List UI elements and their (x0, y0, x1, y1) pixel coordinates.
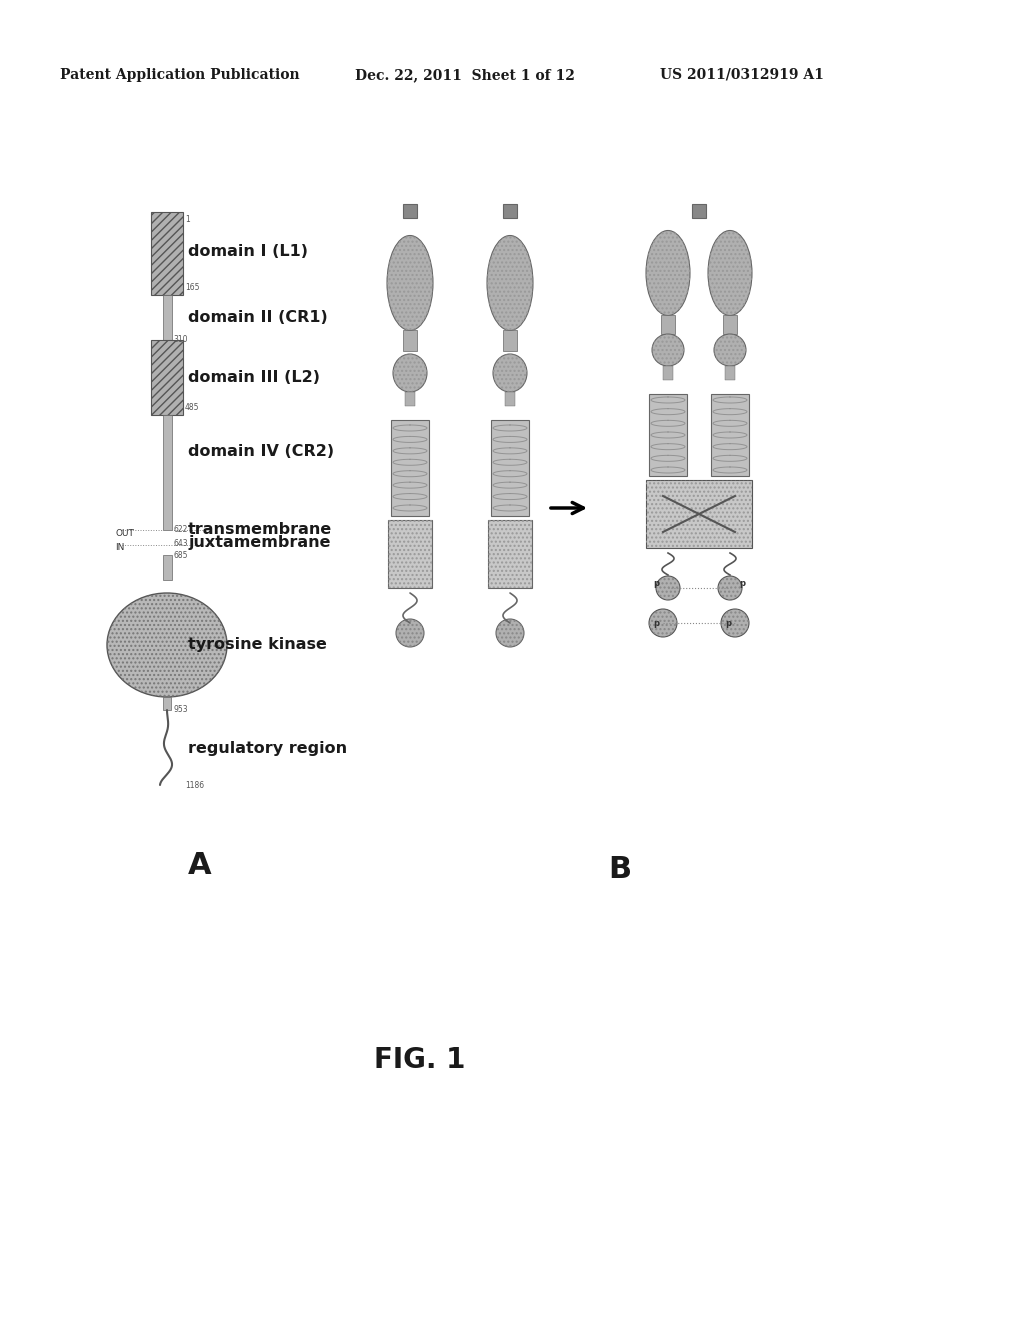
Bar (151, 341, 183, 414)
Text: 165: 165 (185, 282, 200, 292)
Text: transmembrane: transmembrane (188, 523, 332, 537)
Bar (163, 697, 171, 710)
Text: tyrosine kinase: tyrosine kinase (188, 638, 327, 652)
Text: 1: 1 (185, 215, 189, 224)
Text: 953: 953 (173, 705, 187, 714)
Circle shape (721, 609, 749, 638)
Text: p: p (653, 619, 659, 627)
Text: FIG. 1: FIG. 1 (375, 1045, 466, 1074)
Text: IN: IN (115, 544, 124, 553)
Text: domain II (CR1): domain II (CR1) (188, 310, 328, 326)
Bar (388, 520, 432, 587)
Ellipse shape (393, 354, 427, 392)
Bar (163, 294, 171, 341)
Circle shape (656, 576, 680, 601)
Bar (646, 480, 752, 548)
Bar (711, 393, 749, 477)
Text: Dec. 22, 2011  Sheet 1 of 12: Dec. 22, 2011 Sheet 1 of 12 (355, 69, 574, 82)
Bar (503, 205, 517, 218)
Text: p: p (653, 578, 659, 587)
Bar (662, 315, 675, 334)
Ellipse shape (387, 235, 433, 330)
Bar (692, 205, 706, 218)
Bar (163, 414, 171, 531)
Text: Patent Application Publication: Patent Application Publication (60, 69, 300, 82)
Text: 622: 622 (173, 525, 187, 535)
Text: regulatory region: regulatory region (188, 741, 347, 755)
Bar (723, 315, 737, 334)
Bar (403, 330, 417, 351)
Bar (151, 213, 183, 294)
Bar (505, 392, 515, 407)
Text: A: A (188, 850, 212, 879)
Bar (488, 520, 532, 587)
Bar (503, 330, 517, 351)
Text: 310: 310 (173, 335, 188, 345)
Text: OUT: OUT (115, 528, 134, 537)
Bar (406, 392, 415, 407)
Text: domain IV (CR2): domain IV (CR2) (188, 445, 334, 459)
Ellipse shape (106, 593, 227, 697)
Ellipse shape (493, 354, 527, 392)
Ellipse shape (646, 231, 690, 315)
Circle shape (649, 609, 677, 638)
Text: domain I (L1): domain I (L1) (188, 244, 308, 260)
Circle shape (396, 619, 424, 647)
Text: 643: 643 (173, 539, 188, 548)
Text: 685: 685 (173, 550, 188, 560)
Text: p: p (725, 619, 731, 627)
Circle shape (496, 619, 524, 647)
Circle shape (718, 576, 742, 601)
Bar (163, 554, 171, 579)
Ellipse shape (487, 235, 534, 330)
Text: 485: 485 (185, 403, 200, 412)
Bar (646, 480, 752, 548)
Bar (488, 520, 532, 587)
Bar (388, 520, 432, 587)
Text: US 2011/0312919 A1: US 2011/0312919 A1 (660, 69, 824, 82)
Bar (725, 366, 735, 380)
Text: juxtamembrane: juxtamembrane (188, 536, 331, 550)
Text: p: p (739, 578, 745, 587)
Bar (403, 205, 417, 218)
Text: B: B (608, 855, 632, 884)
Ellipse shape (652, 334, 684, 366)
Bar (490, 420, 529, 516)
Ellipse shape (714, 334, 746, 366)
Bar (663, 366, 673, 380)
Bar (391, 420, 429, 516)
Ellipse shape (708, 231, 752, 315)
Bar (649, 393, 687, 477)
Text: domain III (L2): domain III (L2) (188, 371, 319, 385)
Text: 1186: 1186 (185, 780, 204, 789)
